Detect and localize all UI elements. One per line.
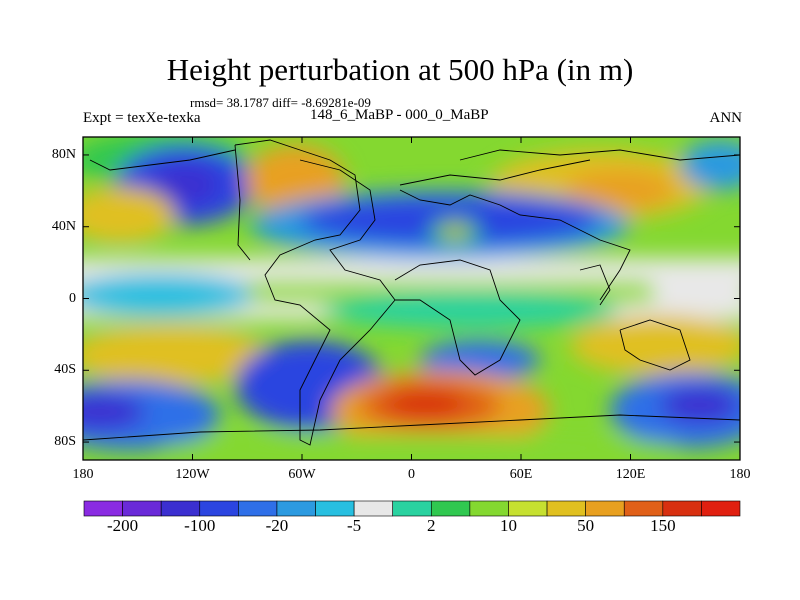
- colorbar: [83, 500, 741, 517]
- map-title: Height perturbation at 500 hPa (in m): [166, 52, 634, 87]
- colorbar-swatch: [122, 500, 162, 517]
- colorbar-swatch: [701, 500, 741, 517]
- colorbar-swatch: [238, 500, 278, 517]
- colorbar-label: -100: [184, 516, 216, 535]
- experiment-label: Expt = texXe-texka: [83, 110, 201, 126]
- colorbar-swatch: [315, 500, 355, 517]
- colorbar-label: -20: [265, 516, 289, 535]
- lon-tick-label: 180: [729, 467, 751, 482]
- colorbar-swatch: [508, 500, 548, 517]
- colorbar-label: 50: [577, 516, 595, 535]
- stats-label: rmsd= 38.1787 diff= -8.69281e-09: [190, 95, 371, 110]
- colorbar-swatch: [662, 500, 702, 517]
- lat-tick-label: 40S: [54, 362, 76, 378]
- axis-ticks: [82, 137, 741, 460]
- colorbar-swatch: [430, 500, 471, 517]
- colorbar-label: 10: [499, 516, 517, 535]
- colorbar-label: 150: [650, 516, 676, 535]
- colorbar-swatch: [160, 500, 201, 517]
- season-label: ANN: [709, 110, 743, 126]
- colorbar-swatch: [623, 500, 664, 517]
- colorbar-label: 2: [427, 516, 436, 535]
- period-label: 148_6_MaBP - 000_0_MaBP: [310, 107, 489, 123]
- colorbar-swatch: [392, 500, 432, 517]
- colorbar-label: -200: [106, 516, 139, 535]
- lat-tick-label: 40N: [51, 218, 76, 234]
- colorbar-swatch: [546, 500, 586, 517]
- lon-tick-label: 60E: [509, 467, 533, 482]
- colorbar-swatch: [469, 500, 509, 517]
- colorbar-swatch: [353, 500, 394, 517]
- height-field: [83, 137, 740, 460]
- lon-tick-label: 120E: [615, 467, 646, 482]
- coastlines: [83, 139, 740, 446]
- lon-tick-label: 0: [408, 467, 415, 482]
- colorbar-swatch: [585, 500, 625, 517]
- lat-tick-label: 80S: [54, 434, 76, 450]
- colorbar-label: -5: [347, 516, 362, 535]
- lon-tick-label: 120W: [175, 467, 210, 482]
- lon-tick-label: 60W: [288, 467, 316, 482]
- colorbar-swatch: [276, 500, 316, 517]
- colorbar-swatch: [199, 500, 239, 517]
- lat-tick-label: 80N: [51, 146, 76, 162]
- colorbar-swatch: [83, 500, 123, 517]
- lon-tick-label: 180: [72, 467, 94, 482]
- lat-tick-label: 0: [69, 290, 76, 306]
